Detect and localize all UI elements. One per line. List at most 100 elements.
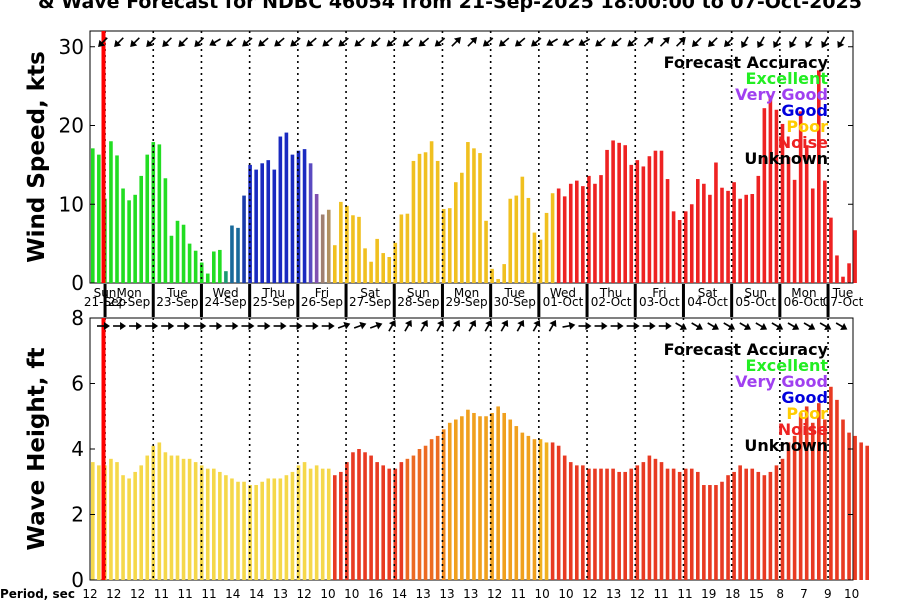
bar [677, 471, 682, 580]
bar [544, 442, 549, 580]
day-date-label: 24-Sep [204, 295, 246, 309]
bar [454, 419, 458, 580]
bar [847, 263, 851, 283]
period-value: 10 [558, 587, 573, 600]
bar [708, 194, 712, 283]
bar [308, 163, 313, 283]
bar [665, 468, 670, 580]
legend-item: Noise [778, 133, 828, 152]
direction-arrow [242, 37, 253, 47]
direction-arrow [594, 322, 608, 330]
bar [399, 462, 404, 580]
bar [278, 136, 283, 283]
bar [508, 419, 513, 580]
bar [756, 175, 761, 283]
bar [236, 481, 240, 580]
bar [726, 190, 730, 283]
legend-item: Excellent [746, 356, 829, 375]
bar [393, 242, 398, 283]
direction-arrow [289, 322, 303, 330]
bar [841, 419, 845, 580]
bar [538, 239, 543, 283]
bar [466, 142, 470, 283]
bar [804, 145, 809, 283]
bar [435, 435, 440, 580]
bar [671, 468, 676, 580]
direction-arrow [723, 322, 736, 330]
day-name-label: Mon [116, 286, 141, 300]
direction-arrow [500, 319, 509, 332]
bar [798, 412, 803, 580]
bar [411, 160, 416, 283]
direction-arrow [451, 37, 462, 47]
bar [532, 439, 537, 580]
bar [187, 243, 192, 283]
period-value: 10 [320, 587, 335, 600]
bar [568, 183, 573, 283]
bar [647, 156, 652, 283]
bar [683, 468, 688, 580]
direction-arrow [724, 37, 734, 47]
bar [835, 399, 839, 580]
bar [635, 160, 640, 283]
bar [236, 227, 240, 283]
direction-arrow [626, 322, 640, 330]
bar [454, 182, 458, 283]
bar [520, 432, 525, 580]
day-boundary-tick [199, 284, 203, 317]
bar [599, 175, 603, 283]
bar [817, 403, 821, 580]
period-value: 7 [800, 587, 808, 600]
bar [169, 235, 174, 283]
bar [702, 183, 706, 283]
bar [278, 478, 283, 580]
day-date-label: 27-Sep [349, 295, 391, 309]
bar [708, 485, 712, 580]
bar [605, 149, 609, 283]
direction-arrow [161, 322, 175, 330]
direction-arrow [370, 37, 381, 47]
bar [145, 455, 150, 580]
bar [447, 208, 452, 283]
bar [363, 452, 367, 580]
direction-arrow [402, 37, 414, 47]
bar [490, 412, 494, 580]
bar [484, 220, 488, 283]
bar [242, 481, 246, 580]
bar [417, 153, 422, 283]
bar [635, 465, 640, 580]
direction-arrow [658, 322, 672, 330]
y-tick-label: 0 [71, 271, 84, 295]
bar [133, 194, 137, 283]
direction-arrow [789, 36, 797, 49]
y-tick-label: 0 [71, 568, 84, 592]
bar [460, 416, 464, 580]
direction-arrow [757, 36, 765, 49]
direction-arrow [739, 322, 752, 330]
day-boundary-tick [151, 284, 155, 317]
bar [308, 468, 313, 580]
bar [393, 468, 398, 580]
direction-arrow [514, 37, 526, 47]
direction-arrow [578, 38, 591, 46]
day-date-label: 30-Sep [494, 295, 536, 309]
bar [853, 435, 857, 580]
bar [230, 478, 234, 580]
bar [665, 179, 670, 283]
bar [121, 188, 125, 283]
direction-arrow [177, 322, 191, 330]
bar [435, 160, 440, 283]
bar [514, 195, 519, 283]
bar [496, 279, 500, 283]
bar [326, 468, 331, 580]
bar [689, 204, 694, 283]
bar [514, 426, 519, 580]
bar [478, 416, 482, 580]
bar [798, 111, 803, 283]
period-value: 12 [582, 587, 597, 600]
bar [587, 175, 591, 283]
bar [472, 148, 476, 283]
bar [853, 230, 857, 283]
day-boundary-tick [633, 284, 637, 317]
